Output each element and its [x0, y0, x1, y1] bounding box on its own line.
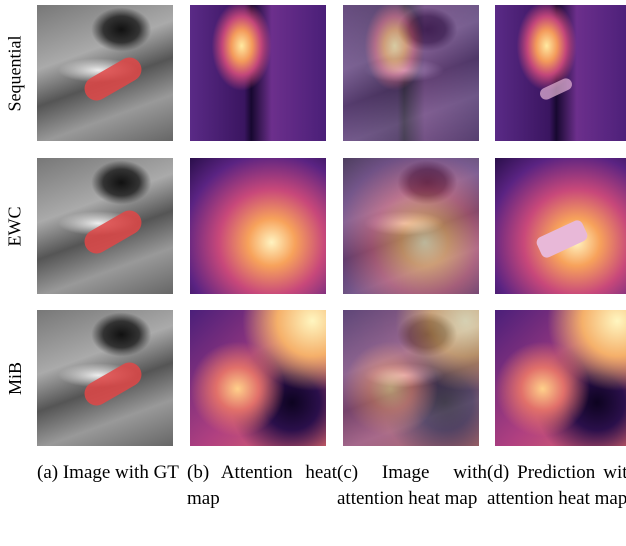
image-gt	[37, 158, 173, 294]
image-gt	[37, 310, 173, 446]
page: Sequential EWC MiB (a) Image with GT (b)…	[0, 0, 626, 546]
prediction-heat	[495, 310, 626, 446]
prediction-heat	[495, 158, 626, 294]
heat-map	[190, 5, 326, 141]
row-label-text: MiB	[5, 361, 26, 394]
caption: (a) Image with GT	[37, 460, 187, 486]
image-heat-overlay	[343, 5, 479, 141]
row-label: EWC	[0, 158, 30, 294]
heat-map	[190, 310, 326, 446]
caption: (b) Attention heat map	[187, 460, 337, 512]
row-label: Sequential	[0, 5, 30, 141]
image-heat-overlay	[343, 310, 479, 446]
row-label-text: Sequential	[5, 35, 26, 111]
caption: (d) Prediction with attention heat map	[487, 460, 626, 512]
caption: (c) Image with attention heat map	[337, 460, 487, 512]
row-label: MiB	[0, 310, 30, 446]
row-label-text: EWC	[5, 206, 26, 246]
prediction-heat	[495, 5, 626, 141]
heat-map	[190, 158, 326, 294]
image-heat-overlay	[343, 158, 479, 294]
image-gt	[37, 5, 173, 141]
